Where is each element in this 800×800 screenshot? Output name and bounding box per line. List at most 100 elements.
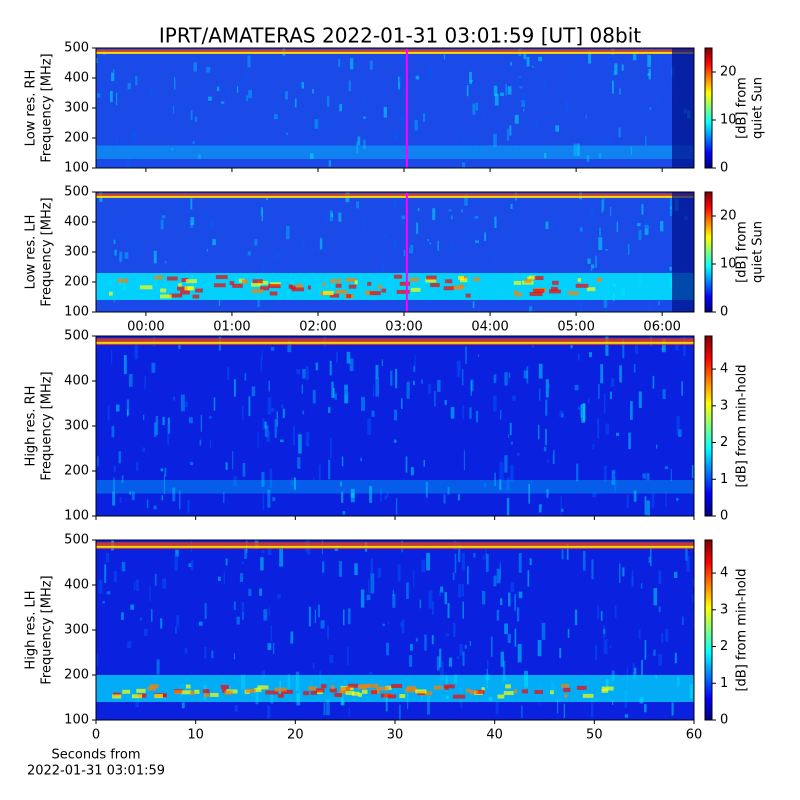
band <box>96 49 694 54</box>
texture <box>248 588 252 597</box>
texture <box>635 344 638 355</box>
texture <box>393 439 397 443</box>
texture <box>260 557 264 571</box>
texture <box>193 62 197 72</box>
texture <box>248 396 251 417</box>
texture <box>190 198 193 210</box>
texture <box>403 88 407 98</box>
texture <box>113 299 115 303</box>
y-tick-label: 500 <box>64 533 89 548</box>
texture <box>561 413 564 418</box>
texture <box>260 206 264 216</box>
texture <box>557 699 559 714</box>
texture <box>461 552 465 571</box>
texture <box>305 432 310 447</box>
texture <box>674 571 678 579</box>
texture <box>691 465 694 479</box>
texture <box>131 694 143 699</box>
texture <box>526 57 530 67</box>
texture <box>604 393 606 414</box>
texture <box>160 219 164 230</box>
texture <box>137 693 147 698</box>
texture <box>318 464 321 480</box>
texture <box>351 691 360 696</box>
texture <box>334 393 337 400</box>
texture <box>433 685 443 690</box>
texture <box>264 421 267 429</box>
texture <box>327 108 329 112</box>
texture <box>167 417 170 434</box>
texture <box>653 588 658 606</box>
texture <box>215 275 228 280</box>
texture <box>460 278 468 283</box>
texture <box>130 604 135 610</box>
texture <box>364 290 375 295</box>
texture <box>113 106 116 115</box>
y-tick-label: 500 <box>64 185 89 200</box>
texture <box>588 352 593 358</box>
x-axis-label: Seconds from <box>51 748 140 763</box>
texture <box>428 590 433 609</box>
texture <box>244 545 247 559</box>
texture <box>473 552 476 558</box>
texture <box>213 397 216 411</box>
texture <box>427 695 430 715</box>
texture <box>516 75 518 85</box>
texture <box>443 54 445 60</box>
texture <box>518 591 523 599</box>
texture <box>179 490 181 510</box>
texture <box>307 285 311 290</box>
texture <box>603 639 608 655</box>
texture <box>505 684 511 689</box>
y-tick-label: 500 <box>64 329 89 344</box>
texture <box>136 461 139 471</box>
texture <box>426 552 431 571</box>
texture <box>440 661 444 681</box>
texture <box>356 141 358 154</box>
texture <box>361 397 365 411</box>
texture <box>167 424 170 445</box>
y-axis-label: Frequency [MHz] <box>40 53 55 162</box>
texture <box>323 290 334 295</box>
texture <box>384 495 388 500</box>
texture <box>472 301 475 309</box>
texture <box>211 650 214 659</box>
texture <box>603 465 607 482</box>
texture <box>151 362 156 373</box>
texture <box>111 72 115 82</box>
texture <box>349 358 354 372</box>
texture <box>223 492 225 504</box>
texture <box>194 116 198 122</box>
texture <box>421 379 423 384</box>
texture <box>458 545 461 563</box>
texture <box>274 102 278 107</box>
texture <box>451 243 455 251</box>
texture <box>308 606 311 627</box>
x-tick-label: 30 <box>387 728 404 743</box>
texture <box>270 625 273 642</box>
texture <box>162 578 167 589</box>
texture <box>466 688 471 693</box>
band <box>96 545 694 548</box>
texture <box>665 628 669 642</box>
texture <box>674 652 677 664</box>
texture <box>206 248 208 252</box>
texture <box>308 686 318 691</box>
texture <box>348 284 357 289</box>
texture <box>409 277 419 282</box>
texture <box>257 685 269 690</box>
texture <box>355 201 360 209</box>
colorbar-tick-label: 10 <box>720 257 737 272</box>
texture <box>195 288 203 293</box>
texture <box>113 465 116 472</box>
texture <box>538 424 540 440</box>
texture <box>248 89 253 99</box>
texture <box>315 688 325 693</box>
texture <box>319 238 323 250</box>
texture <box>535 119 538 130</box>
texture <box>154 275 164 280</box>
band <box>96 145 694 159</box>
texture <box>509 125 512 136</box>
texture <box>233 653 235 660</box>
texture <box>276 252 280 258</box>
